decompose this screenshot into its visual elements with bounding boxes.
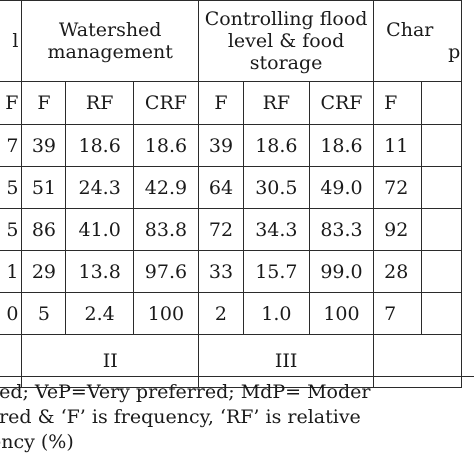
table-cell: 33 [197,250,244,293]
char-next-header [421,81,462,125]
char-header-line1: Char [386,19,434,41]
table-cell [421,124,462,167]
watershed-rank-cell: II [21,334,199,388]
char-rank-cell [373,334,462,388]
table-subheader-row: F F RF CRF F RF CRF F [0,81,462,125]
table-cell: 18.6 [132,124,199,167]
table-cell: 64 [197,166,244,209]
flood-level-food-storage-header: Controlling flood level & food storage [197,0,375,82]
table-cell: 11 [373,124,423,167]
table-cell: 72 [373,166,423,209]
table-row: 1 29 13.8 97.6 33 15.7 99.0 28 [0,250,462,293]
table-cell: 39 [197,124,244,167]
watershed-management-header: Watershed management [21,0,199,82]
table-cell: 28 [373,250,423,293]
flood-rank-cell: III [197,334,375,388]
table-cell: 30.5 [242,166,310,209]
table-bottom-rule [0,376,474,377]
stub-subheader-cell: F [0,81,23,125]
table-row: 7 39 18.6 18.6 39 18.6 18.6 11 [0,124,462,167]
row-stub-cell: 0 [0,292,23,335]
table-cell: 41.0 [65,208,134,251]
row-stub-cell: 5 [0,208,23,251]
table-cell: 5 [21,292,67,335]
flood-rf-header: RF [242,81,310,125]
table-cell [421,166,462,209]
table-cell: 13.8 [65,250,134,293]
table-row: 5 86 41.0 83.8 72 34.3 83.3 92 [0,208,462,251]
table-cell: 18.6 [65,124,134,167]
table-cell [421,292,462,335]
char-f-header: F [373,81,423,125]
table-cell [421,250,462,293]
table-cell: 1.0 [242,292,310,335]
footnote-line-2: rred & ‘F’ is frequency, ‘RF’ is relativ… [0,406,361,428]
table-cell [421,208,462,251]
table-row: 5 51 24.3 42.9 64 30.5 49.0 72 [0,166,462,209]
table-cell: 29 [21,250,67,293]
watershed-crf-header: CRF [132,81,199,125]
row-stub-cell: 5 [0,166,23,209]
rank-stub-cell [0,334,23,388]
table-cell: 34.3 [242,208,310,251]
rank-row: II III [0,334,462,388]
flood-f-header: F [197,81,244,125]
table-cell: 100 [132,292,199,335]
table-cell: 39 [21,124,67,167]
table-cell: 83.3 [308,208,375,251]
char-group-header: Char p [373,0,462,82]
table-cell: 15.7 [242,250,310,293]
char-header-line2: p [448,41,461,63]
table-cell: 49.0 [308,166,375,209]
flood-crf-header: CRF [308,81,375,125]
stub-header-cell: l [0,0,23,82]
table-cell: 100 [308,292,375,335]
table-cell: 24.3 [65,166,134,209]
table-cell: 86 [21,208,67,251]
row-stub-cell: 7 [0,124,23,167]
table-header-row: l Watershed management Controlling flood… [0,0,462,82]
frequency-table: l Watershed management Controlling flood… [0,0,462,388]
table-cell: 2.4 [65,292,134,335]
table-cell: 72 [197,208,244,251]
watershed-f-header: F [21,81,67,125]
table-cell: 18.6 [242,124,310,167]
table-cell: 99.0 [308,250,375,293]
table-cell: 51 [21,166,67,209]
table-row: 0 5 2.4 100 2 1.0 100 7 [0,292,462,335]
table-cell: 42.9 [132,166,199,209]
table-cell: 2 [197,292,244,335]
table-cell: 18.6 [308,124,375,167]
footnote-line-1: red; VeP=Very preferred; MdP= Moder [0,381,371,403]
footnote-line-3: ency (%) [0,431,74,453]
table-cell: 83.8 [132,208,199,251]
table-cell: 92 [373,208,423,251]
row-stub-cell: 1 [0,250,23,293]
table-cell: 97.6 [132,250,199,293]
table-cell: 7 [373,292,423,335]
watershed-rf-header: RF [65,81,134,125]
